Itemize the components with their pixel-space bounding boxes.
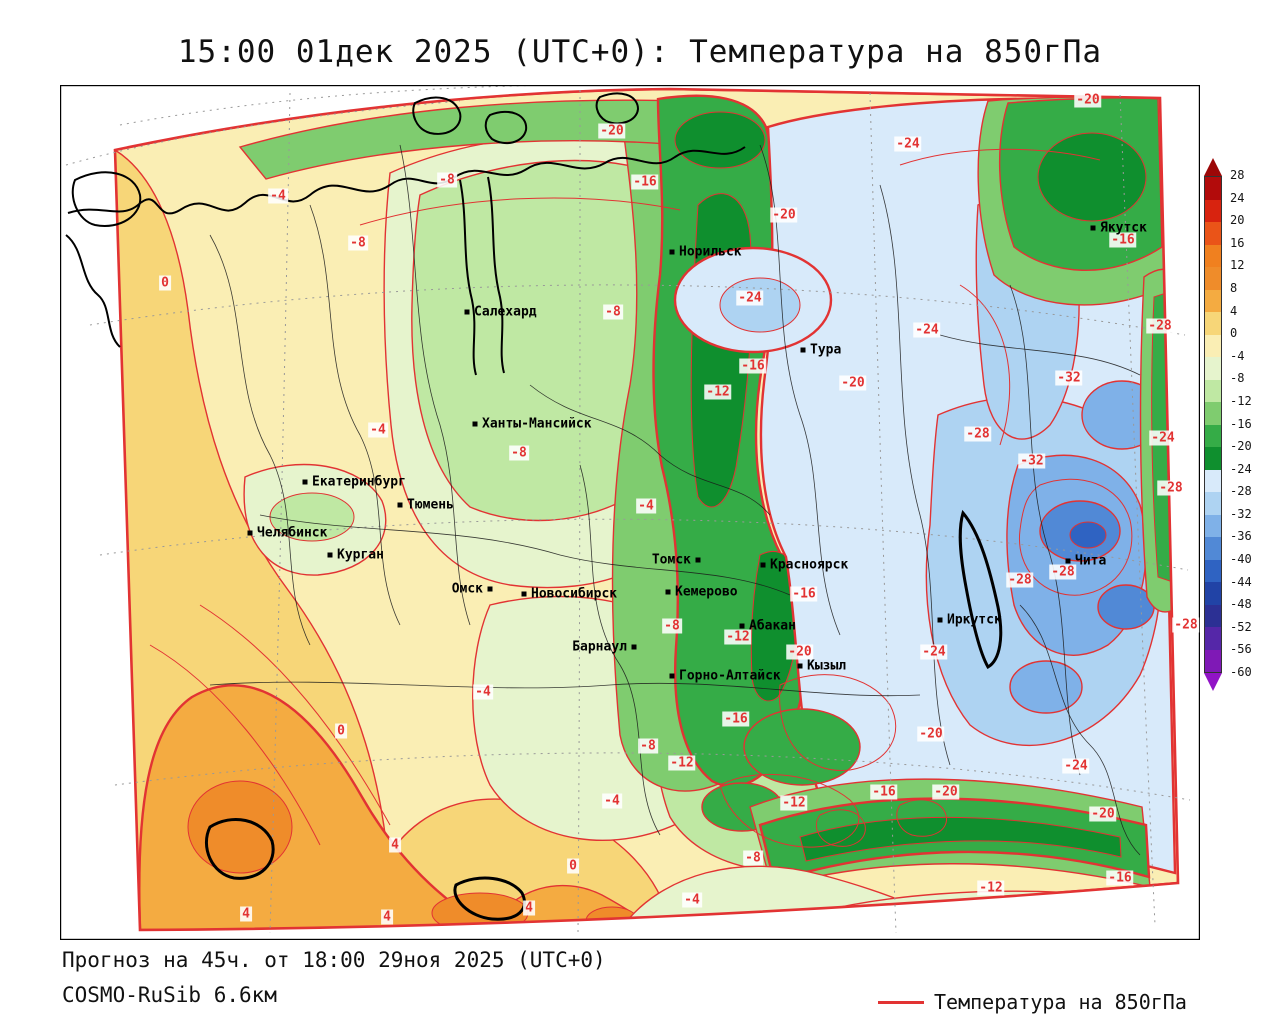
page-title: 15:00 01дек 2025 (UTC+0): Температура на… [177,34,1103,70]
colorbar-label: 16 [1230,235,1245,250]
colorbar-band [1205,312,1221,335]
colorbar-arrow-up [1204,158,1222,176]
lake-southwest [204,818,275,880]
colorbar-band [1205,244,1221,267]
colorbar-band [1205,289,1221,312]
lakes [204,509,1003,921]
colorbar-label: -20 [1230,439,1252,454]
colorbar-band [1205,334,1221,357]
colorbar-band [1205,222,1221,245]
legend-label: Температура на 850гПа [934,990,1187,1014]
colorbar-label: -16 [1230,416,1252,431]
colorbar-band [1205,582,1221,605]
model-info: COSMO-RuSib 6.6км [62,983,277,1007]
colorbar-label: -60 [1230,665,1252,679]
graticule-lines [65,85,1191,934]
colorbar-label: -36 [1230,529,1252,544]
colorbar-label: 12 [1230,258,1245,273]
colorbar-band [1205,424,1221,447]
extra-contours [149,148,1133,848]
map-frame [60,85,1200,940]
temperature-colorbar: 28 24 20 16 12 8 4 0 -4 -8 -12 -16 -20 -24 -28 -32 -36 -4… [1204,158,1280,698]
colorbar-band [1205,627,1221,650]
colorbar-label: 4 [1230,303,1238,318]
forecast-info: Прогноз на 45ч. от 18:00 29ноя 2025 (UTC… [62,948,606,972]
colorbar-band [1205,537,1221,560]
colorbar-label: -8 [1230,371,1245,386]
colorbar-label: -56 [1230,642,1252,657]
legend-contour-line-sample [878,1000,924,1004]
map-region: -20 -8 -16 -24 -20 -4 -8 -20 -16 -28 -24 -24 -8 -16 -2… [60,85,1200,940]
colorbar-label: 0 [1230,326,1238,341]
colorbar-label: -24 [1230,461,1252,476]
colorbar-bands [1204,176,1222,673]
lake-baikal [958,509,1003,670]
colorbar-label: -32 [1230,506,1252,521]
colorbar-label: -4 [1230,348,1245,363]
weather-map-svg [60,85,1200,940]
colorbar-label: -48 [1230,597,1252,612]
map-legend: Температура на 850гПа [878,990,1187,1014]
colorbar-band [1205,402,1221,425]
colorbar-band [1205,649,1221,672]
colorbar-band [1205,357,1221,380]
colorbar-label: -44 [1230,574,1252,589]
colorbar-label: 8 [1230,280,1238,295]
colorbar-band [1205,267,1221,290]
colorbar-band [1205,492,1221,515]
colorbar-band [1205,177,1221,200]
colorbar-band [1205,559,1221,582]
colorbar-band [1205,514,1221,537]
colorbar-arrow-down [1204,673,1222,691]
temperature-field [115,89,1178,930]
model-domain-outline [113,87,1180,932]
colorbar-band [1205,604,1221,627]
lake-south-center [453,876,526,921]
colorbar-label: -28 [1230,484,1252,499]
colorbar-band [1205,469,1221,492]
colorbar-label: -12 [1230,393,1252,408]
coastlines [65,92,746,376]
colorbar-label: -52 [1230,619,1252,634]
colorbar-label: 28 [1230,168,1245,182]
colorbar-band [1205,447,1221,470]
colorbar-band [1205,199,1221,222]
colorbar-label: -40 [1230,552,1252,567]
colorbar-band [1205,379,1221,402]
colorbar-label: 20 [1230,213,1245,228]
admin-boundaries [209,144,1141,856]
colorbar-label: 24 [1230,190,1245,205]
